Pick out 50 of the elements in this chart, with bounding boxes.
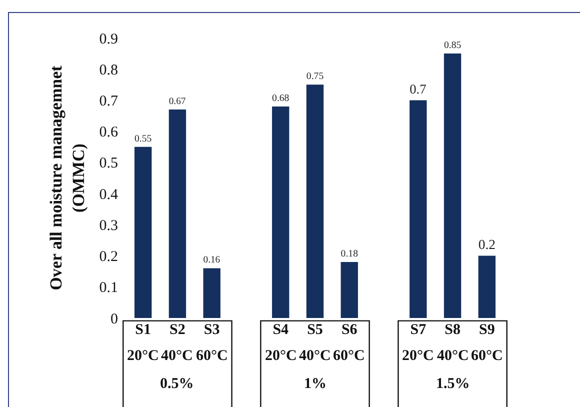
bar (410, 100, 427, 318)
x-tick-label: S7 (410, 322, 427, 338)
bar (168, 110, 186, 318)
text: 0.5% (160, 376, 194, 392)
bar (478, 256, 496, 318)
y-axis-title: Over all moisture managemnet (OMMC) (46, 65, 88, 290)
y-tick-label: 0.8 (99, 62, 118, 78)
x-tick-label: S2 (170, 322, 186, 338)
y-tick-label: 0.5 (99, 156, 118, 172)
text: 60°C (196, 348, 228, 364)
y-tick-label: 0.3 (99, 218, 118, 234)
data-label: 0.7 (410, 82, 427, 97)
x-tick-label: S6 (341, 322, 358, 338)
text: 1.5% (436, 376, 470, 392)
bar (203, 268, 220, 318)
x-tick-label: S4 (272, 322, 290, 338)
bar (134, 146, 152, 318)
data-label: 0.55 (134, 133, 152, 144)
text: 20°C (127, 348, 159, 364)
data-label: 0.18 (340, 248, 358, 260)
x-tick-label: S8 (444, 322, 460, 338)
text: 60°C (471, 348, 503, 364)
x-tick-label: S1 (135, 322, 151, 338)
data-label: 0.68 (272, 92, 290, 104)
y-tick-label: 0 (110, 311, 118, 328)
data-label: 0.75 (306, 71, 324, 82)
text: 40°C (437, 348, 469, 364)
x-tick-label: S5 (307, 322, 323, 338)
y-tick-label: 0.4 (99, 186, 118, 203)
data-label: 0.16 (203, 254, 220, 266)
bar (306, 84, 324, 318)
y-tick-label: 0.6 (99, 124, 118, 141)
y-tick-label: 0.9 (99, 31, 118, 48)
data-label: 0.2 (478, 237, 496, 252)
x-tick-label: S9 (479, 322, 495, 338)
data-label: 0.67 (168, 96, 186, 107)
y-tick-label: 0.2 (99, 249, 118, 266)
bar (444, 54, 462, 318)
y-tick-label: 0.7 (99, 93, 118, 110)
y-tick-label: 0.1 (99, 280, 118, 296)
text: 20°C (265, 348, 297, 364)
bar (340, 262, 358, 318)
bar (272, 106, 290, 318)
text: 1% (304, 376, 326, 392)
text: 20°C (402, 348, 434, 364)
text: 40°C (161, 348, 193, 364)
text: 60°C (333, 348, 365, 364)
x-tick-label: S3 (204, 322, 220, 338)
data-label: 0.85 (444, 40, 462, 51)
text: 40°C (299, 348, 331, 364)
